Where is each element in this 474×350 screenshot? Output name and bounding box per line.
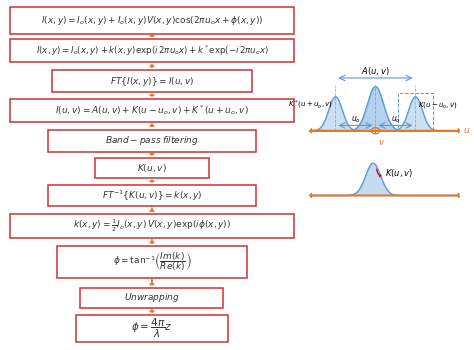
Text: $I(x,y) = I_o(x,y) + I_o(x,y)V(x,y)\cos(2\pi u_o x + \phi(x,y))$: $I(x,y) = I_o(x,y) + I_o(x,y)V(x,y)\cos(… (41, 14, 263, 27)
Text: $\phi = \tan^{-1}\!\left(\dfrac{Im(k)}{Re(k)}\right)$: $\phi = \tan^{-1}\!\left(\dfrac{Im(k)}{R… (113, 250, 191, 273)
Text: $Unwrapping$: $Unwrapping$ (124, 291, 180, 304)
Text: $k(x,y) = \frac{1}{2}I_o(x,y)\,V(x,y)\mathrm{exp}(i\phi(x,y))$: $k(x,y) = \frac{1}{2}I_o(x,y)\,V(x,y)\ma… (73, 218, 231, 234)
Text: $u_o$: $u_o$ (391, 114, 401, 125)
FancyBboxPatch shape (76, 315, 228, 342)
Text: $\phi = \dfrac{4\pi}{\lambda}z$: $\phi = \dfrac{4\pi}{\lambda}z$ (131, 316, 173, 340)
Text: $FT\{I(x,y)\} = I(u,v)$: $FT\{I(x,y)\} = I(u,v)$ (109, 75, 194, 88)
FancyBboxPatch shape (10, 39, 294, 63)
FancyBboxPatch shape (47, 130, 256, 152)
Text: $A(u,v)$: $A(u,v)$ (361, 65, 390, 77)
Text: $Band - pass\;filtering$: $Band - pass\;filtering$ (105, 134, 199, 147)
FancyBboxPatch shape (10, 7, 294, 34)
FancyBboxPatch shape (94, 158, 210, 178)
Text: $u$: $u$ (464, 126, 471, 135)
Text: $FT^{-1}\{K(u,v)\} = k(x,y)$: $FT^{-1}\{K(u,v)\} = k(x,y)$ (101, 188, 202, 203)
Text: $I(x,y) = I_o(x,y) + k(x,y)\mathrm{exp}(i\,2\pi u_o x)+k^*\mathrm{exp}(-i\,2\pi : $I(x,y) = I_o(x,y) + k(x,y)\mathrm{exp}(… (36, 43, 268, 58)
Text: $K(u-u_o,v)$: $K(u-u_o,v)$ (418, 100, 458, 110)
FancyBboxPatch shape (47, 184, 256, 206)
FancyBboxPatch shape (10, 214, 294, 238)
Text: $v$: $v$ (378, 138, 385, 147)
FancyBboxPatch shape (10, 99, 294, 122)
Text: $u_o$: $u_o$ (351, 114, 360, 125)
Text: $K^*(u+u_o,v)$: $K^*(u+u_o,v)$ (288, 99, 333, 111)
Text: $K(u,v)$: $K(u,v)$ (137, 162, 167, 174)
FancyBboxPatch shape (57, 246, 247, 278)
FancyBboxPatch shape (52, 70, 252, 92)
FancyBboxPatch shape (81, 287, 223, 308)
Text: $I(u,v) = A(u,v) + K(u - u_o, v) + K^*(u + u_o, v)$: $I(u,v) = A(u,v) + K(u - u_o, v) + K^*(u… (55, 103, 249, 117)
Text: $K(u,v)$: $K(u,v)$ (385, 167, 413, 179)
